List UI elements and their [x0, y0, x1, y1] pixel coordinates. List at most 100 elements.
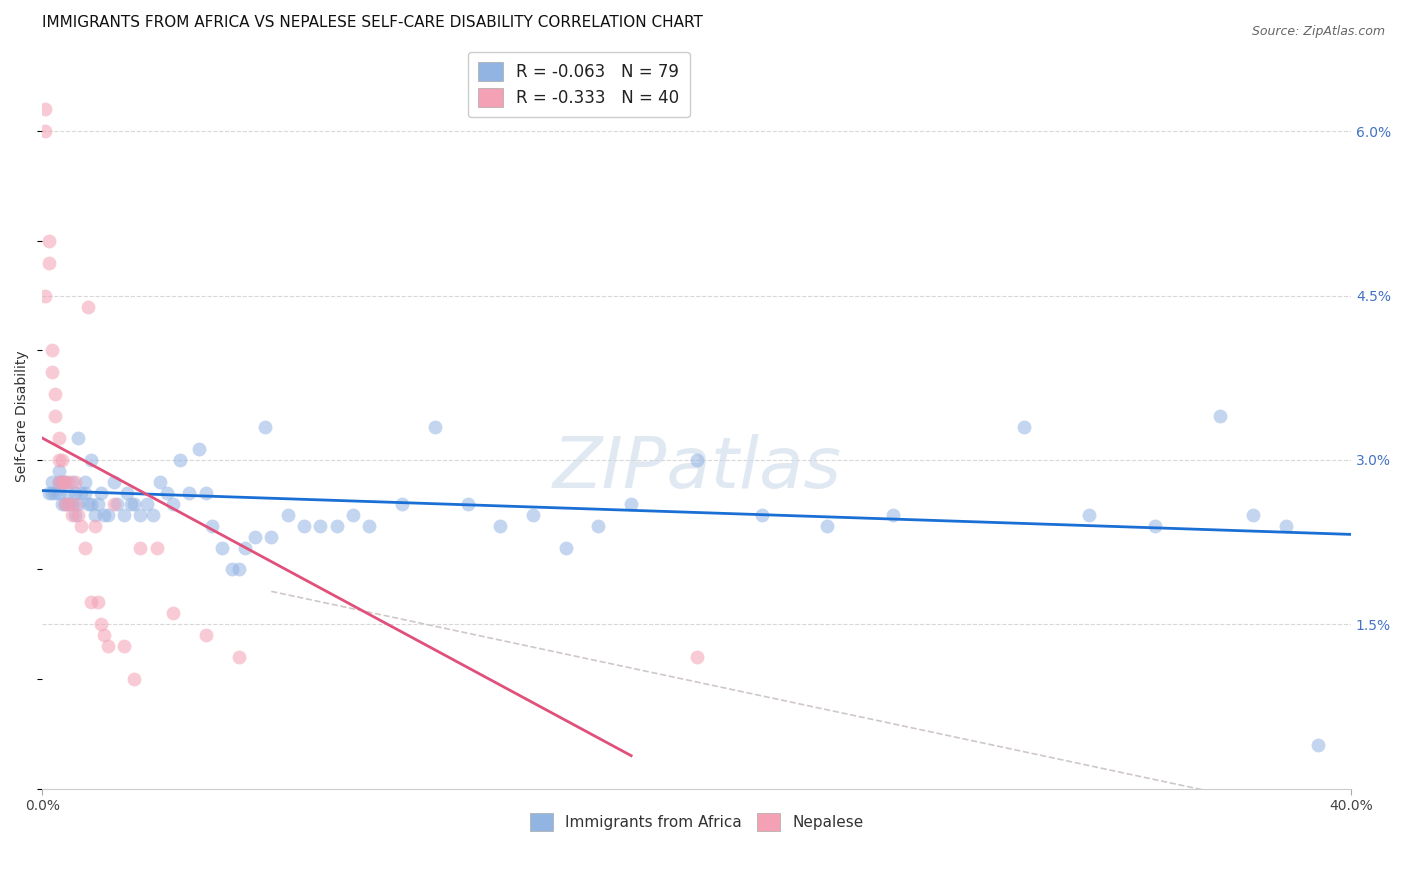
- Point: [41, 365, 63, 379]
- Point: [391, 497, 413, 511]
- Point: [83, 508, 105, 522]
- Point: [48, 453, 70, 467]
- Point: [129, 508, 152, 522]
- Point: [97, 639, 120, 653]
- Point: [112, 508, 135, 522]
- Point: [41, 485, 63, 500]
- Point: [882, 508, 904, 522]
- Point: [260, 530, 283, 544]
- Point: [44, 485, 66, 500]
- Point: [145, 541, 167, 555]
- Point: [63, 485, 86, 500]
- Point: [73, 475, 96, 489]
- Point: [122, 672, 145, 686]
- Point: [73, 485, 96, 500]
- Point: [112, 639, 135, 653]
- Point: [1209, 409, 1232, 423]
- Point: [122, 497, 145, 511]
- Point: [277, 508, 299, 522]
- Point: [342, 508, 364, 522]
- Point: [129, 541, 152, 555]
- Point: [63, 508, 86, 522]
- Point: [51, 475, 73, 489]
- Point: [48, 431, 70, 445]
- Point: [228, 562, 250, 576]
- Point: [588, 518, 610, 533]
- Text: ZIPatlas: ZIPatlas: [553, 434, 841, 503]
- Point: [522, 508, 544, 522]
- Point: [80, 453, 103, 467]
- Point: [117, 485, 139, 500]
- Point: [1078, 508, 1101, 522]
- Point: [309, 518, 332, 533]
- Point: [67, 497, 90, 511]
- Point: [87, 595, 110, 609]
- Point: [179, 485, 201, 500]
- Point: [48, 475, 70, 489]
- Point: [38, 256, 60, 270]
- Point: [51, 475, 73, 489]
- Point: [48, 464, 70, 478]
- Point: [90, 617, 112, 632]
- Point: [359, 518, 381, 533]
- Point: [221, 562, 243, 576]
- Point: [162, 497, 184, 511]
- Point: [70, 518, 93, 533]
- Point: [194, 628, 217, 642]
- Point: [489, 518, 512, 533]
- Point: [253, 420, 276, 434]
- Point: [58, 485, 80, 500]
- Point: [53, 475, 76, 489]
- Point: [292, 518, 315, 533]
- Point: [77, 497, 100, 511]
- Point: [1012, 420, 1035, 434]
- Point: [620, 497, 643, 511]
- Point: [58, 497, 80, 511]
- Point: [1241, 508, 1264, 522]
- Point: [73, 541, 96, 555]
- Point: [1143, 518, 1166, 533]
- Legend: Immigrants from Africa, Nepalese: Immigrants from Africa, Nepalese: [523, 807, 869, 837]
- Point: [48, 475, 70, 489]
- Point: [44, 387, 66, 401]
- Point: [1274, 518, 1296, 533]
- Point: [457, 497, 479, 511]
- Point: [60, 497, 83, 511]
- Point: [194, 485, 217, 500]
- Point: [103, 497, 125, 511]
- Point: [58, 475, 80, 489]
- Point: [233, 541, 256, 555]
- Point: [103, 475, 125, 489]
- Point: [325, 518, 347, 533]
- Point: [149, 475, 172, 489]
- Point: [41, 475, 63, 489]
- Point: [77, 300, 100, 314]
- Y-axis label: Self-Care Disability: Self-Care Disability: [15, 351, 30, 482]
- Point: [685, 453, 707, 467]
- Point: [53, 497, 76, 511]
- Point: [44, 409, 66, 423]
- Point: [201, 518, 224, 533]
- Point: [80, 595, 103, 609]
- Point: [83, 518, 105, 533]
- Point: [34, 124, 56, 138]
- Point: [93, 628, 115, 642]
- Point: [162, 607, 184, 621]
- Point: [228, 650, 250, 665]
- Point: [38, 485, 60, 500]
- Point: [58, 497, 80, 511]
- Point: [554, 541, 576, 555]
- Point: [87, 497, 110, 511]
- Point: [169, 453, 191, 467]
- Point: [51, 453, 73, 467]
- Point: [63, 475, 86, 489]
- Point: [63, 497, 86, 511]
- Point: [53, 475, 76, 489]
- Point: [41, 343, 63, 358]
- Point: [135, 497, 157, 511]
- Point: [107, 497, 129, 511]
- Point: [817, 518, 839, 533]
- Point: [51, 497, 73, 511]
- Text: Source: ZipAtlas.com: Source: ZipAtlas.com: [1251, 25, 1385, 38]
- Point: [1308, 738, 1330, 752]
